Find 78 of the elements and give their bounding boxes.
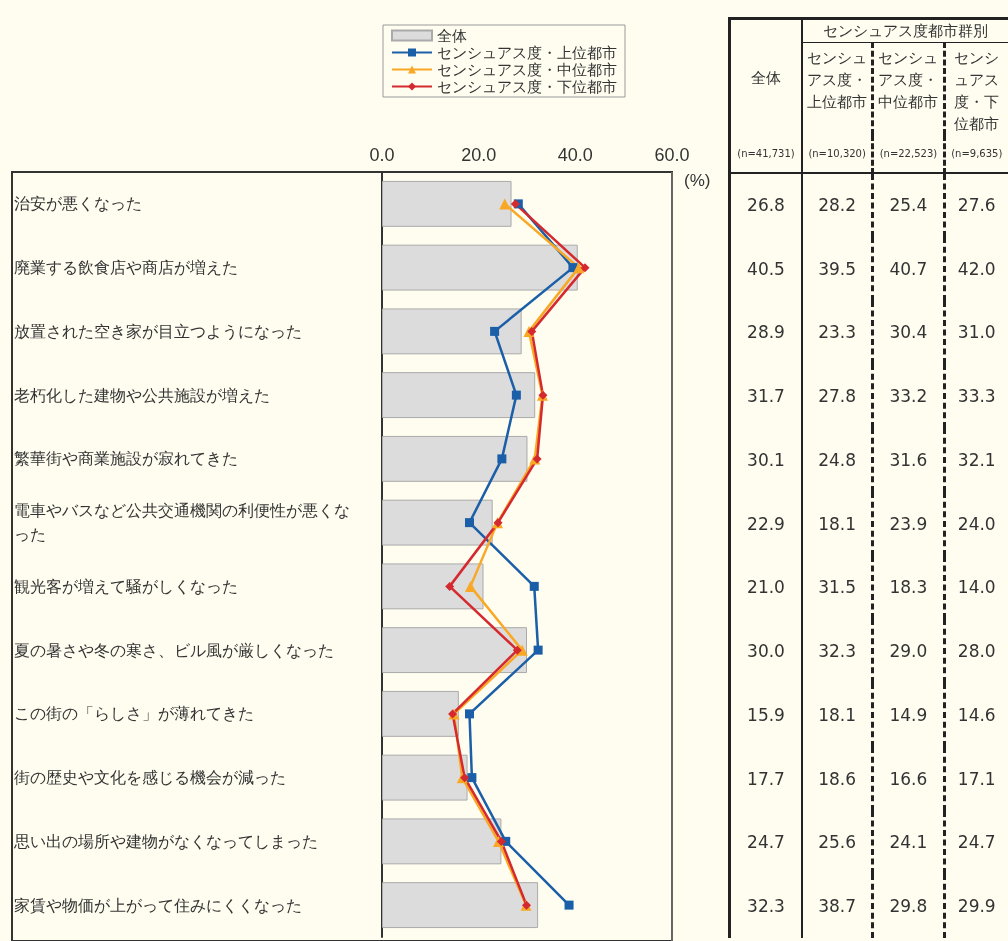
text: センシュアス度・下位都市 (954, 49, 1000, 133)
data-label: 31.7 (729, 364, 802, 428)
data-label: 23.3 (802, 300, 873, 365)
data-label: 18.3 (872, 555, 945, 620)
data-label: 17.7 (729, 746, 802, 811)
data-label: 24.7 (956, 831, 997, 855)
data-label: 28.2 (802, 173, 873, 237)
data-label: 29.9 (956, 895, 997, 919)
x-tick-label: 0.0 (369, 145, 395, 165)
x-axis-title: (%) (684, 171, 711, 190)
y-tick-label: 放置された空き家が目立つようになった (14, 322, 302, 341)
data-label: 18.1 (802, 491, 873, 556)
y-tick-label: 街の歴史や文化を感じる機会が減った (14, 769, 286, 787)
data-label: 32.1 (956, 448, 997, 472)
data-label: 24.0 (956, 512, 997, 536)
data-label: 25.4 (872, 173, 945, 237)
data-label: 16.6 (872, 746, 945, 811)
data-label: 21.0 (729, 555, 802, 620)
legend-label: センシュアス度・中位都市 (437, 61, 617, 78)
data-label: 18.6 (802, 746, 873, 811)
data-label: 33.2 (872, 364, 945, 428)
y-tick-label: この街の「らしさ」が薄れてきた (14, 705, 254, 723)
data-label: 33.3 (956, 385, 997, 409)
y-tick-label: 廃業する飲食店や商店が増えた (14, 259, 238, 277)
text: (n=10,320) (802, 135, 873, 173)
text: (n=41,731) (729, 135, 802, 173)
data-label: 32.3 (729, 874, 802, 938)
text: センシュアス度・上位都市 (807, 49, 868, 111)
data-label: 27.6 (956, 194, 997, 218)
text: 全体 (751, 68, 781, 87)
legend-label: センシュアス度・下位都市 (437, 78, 617, 95)
data-label: 31.6 (872, 428, 945, 492)
data-label: 26.8 (729, 173, 802, 237)
data-label: 17.1 (956, 767, 997, 791)
data-label: 14.9 (872, 683, 945, 747)
data-label: 39.5 (802, 236, 873, 301)
data-label: 27.8 (802, 364, 873, 428)
data-label: 31.5 (802, 555, 873, 620)
x-tick-label: 40.0 (557, 145, 593, 165)
data-label: 31.0 (956, 321, 997, 345)
data-label: 15.9 (729, 683, 802, 747)
x-tick-label: 60.0 (654, 145, 690, 165)
data-label: 32.3 (802, 619, 873, 683)
data-label: 22.9 (729, 491, 802, 556)
text: センシュアス度都市群別 (802, 18, 1008, 43)
y-tick-label: 観光客が増えて騒がしくなった (14, 577, 238, 595)
y-tick-label: 治安が悪くなった (14, 195, 142, 213)
data-label: 28.9 (729, 300, 802, 365)
data-label: 24.7 (729, 810, 802, 875)
text: (n=9,635) (944, 135, 1008, 173)
data-label: 23.9 (872, 491, 945, 556)
data-label: 38.7 (802, 874, 873, 938)
data-label: 30.4 (872, 300, 945, 365)
data-label: 29.0 (872, 619, 945, 683)
text: (n=22,523) (872, 135, 945, 173)
data-label: 29.8 (872, 874, 945, 938)
data-label: 24.1 (872, 810, 945, 875)
data-label: 14.6 (956, 703, 997, 727)
data-label: 28.0 (956, 640, 997, 664)
data-label: 24.8 (802, 428, 873, 492)
data-label: 14.0 (956, 576, 997, 600)
y-tick-label: 電車やバスなど公共交通機関の利便性が悪くなった (14, 502, 350, 544)
legend-label: 全体 (437, 27, 467, 44)
data-label: 30.0 (729, 619, 802, 683)
data-label: 25.6 (802, 810, 873, 875)
y-tick-label: 繁華街や商業施設が寂れてきた (14, 450, 238, 468)
data-label: 40.7 (872, 236, 945, 301)
y-tick-label: 老朽化した建物や公共施設が増えた (14, 386, 270, 404)
x-tick-label: 20.0 (461, 145, 497, 165)
y-tick-label: 思い出の場所や建物がなくなってしまった (13, 832, 318, 850)
text: センシュアス度・中位都市 (878, 49, 939, 111)
legend-label: センシュアス度・上位都市 (437, 44, 617, 61)
data-label: 42.0 (956, 257, 997, 281)
data-label: 30.1 (729, 428, 802, 492)
data-label: 18.1 (802, 683, 873, 747)
y-tick-label: 家賃や物価が上がって住みにくくなった (14, 896, 302, 914)
y-tick-label: 夏の暑さや冬の寒さ、ビル風が厳しくなった (14, 641, 334, 659)
data-label: 40.5 (729, 236, 802, 301)
